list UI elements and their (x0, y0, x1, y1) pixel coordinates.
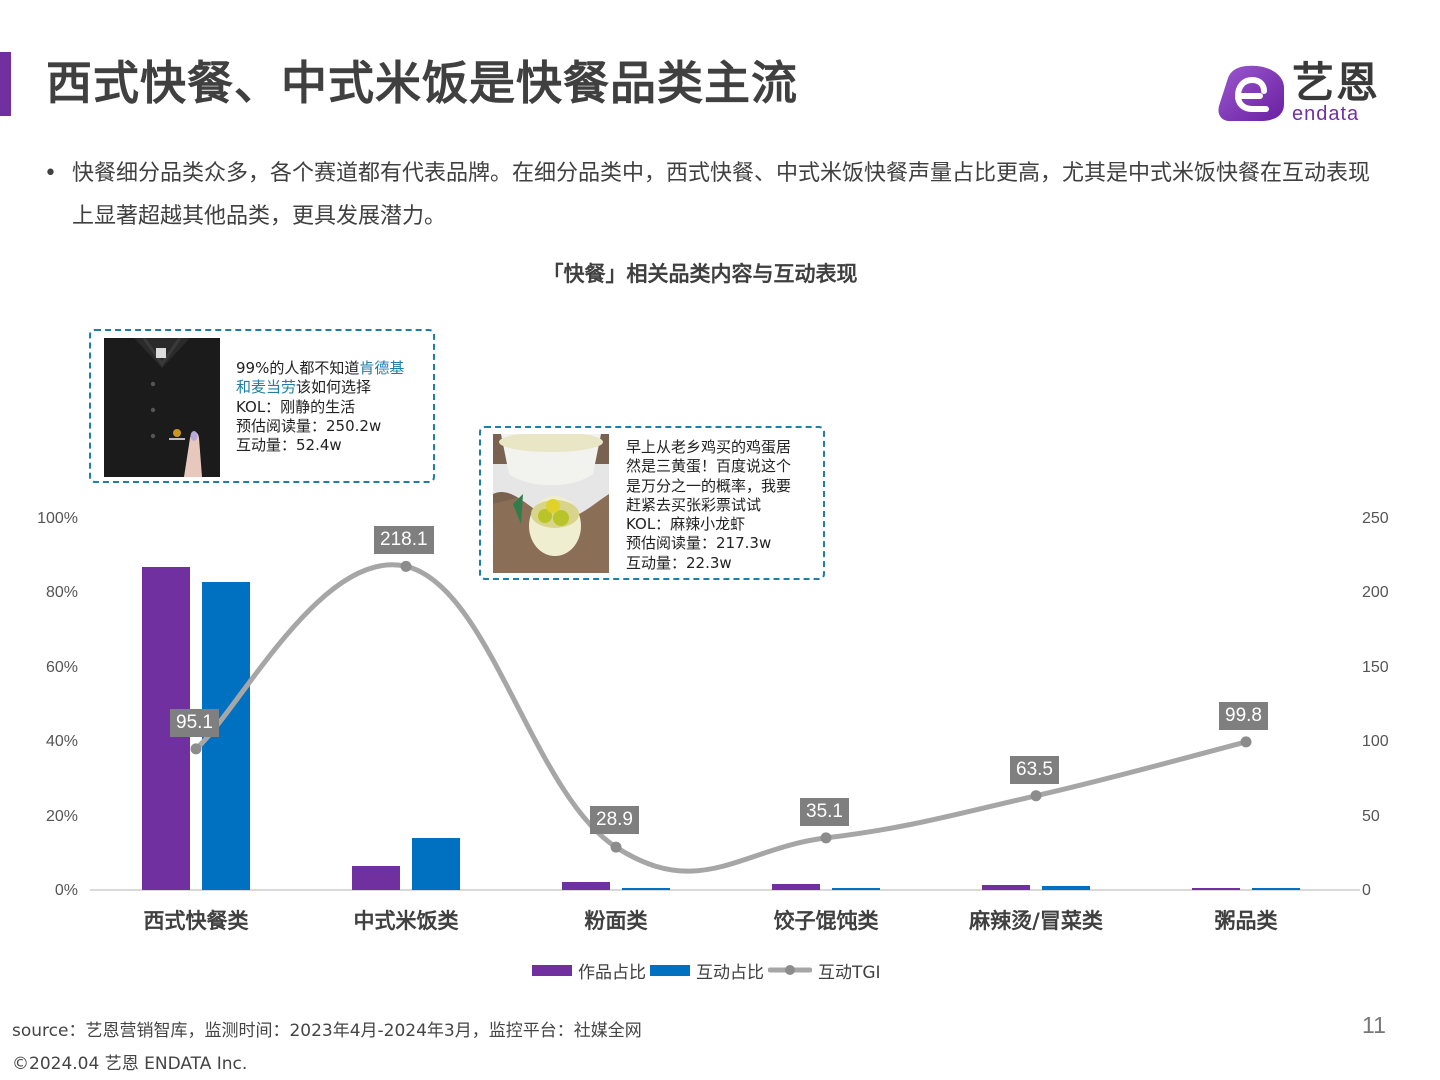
bar-interaction-share[interactable] (622, 888, 670, 890)
endata-logo: 艺恩 endata (1216, 60, 1386, 126)
category-label: 麻辣烫/冒菜类 (969, 909, 1103, 933)
callout-1-interactions: 互动量：52.4w (236, 436, 342, 455)
page-number: 11 (1362, 1012, 1386, 1038)
tgi-point-marker[interactable] (1240, 736, 1252, 748)
bar-interaction-share[interactable] (832, 888, 880, 890)
left-axis-tick: 80% (45, 584, 78, 601)
tgi-point-marker[interactable] (820, 832, 832, 844)
triple-yolk-egg-image (493, 434, 609, 573)
callout-card-kfc-mcd[interactable]: 99%的人都不知道肯德基 和麦当劳该如何选择 KOL：刚静的生活 预估阅读量：2… (89, 329, 435, 483)
bar-interaction-share[interactable] (412, 838, 460, 890)
callout-2-headline-line: 然是三黄蛋！百度说这个 (626, 457, 792, 476)
purple-swatch-icon (532, 964, 572, 976)
legend-item-works-share[interactable]: 作品占比 (532, 958, 646, 983)
legend-item-interaction-share[interactable]: 互动占比 (650, 958, 764, 983)
x-axis-baseline (90, 889, 1360, 891)
legend-item-interaction-tgi[interactable]: 互动TGI (768, 958, 881, 983)
logo-text-en: endata (1292, 103, 1360, 125)
left-axis-tick: 20% (45, 808, 78, 825)
tgi-data-label: 218.1 (374, 526, 434, 554)
callout-1-reads: 预估阅读量：250.2w (236, 416, 382, 435)
left-axis-tick: 100% (37, 510, 78, 527)
callout-card-triple-yolk-egg[interactable]: 早上从老乡鸡买的鸡蛋居 然是三黄蛋！百度说这个 是万分之一的概率，我要 赶紧去买… (479, 426, 825, 580)
callout-2-text: 早上从老乡鸡买的鸡蛋居 然是三黄蛋！百度说这个 是万分之一的概率，我要 赶紧去买… (626, 438, 791, 573)
tgi-point-marker[interactable] (400, 560, 412, 572)
bar-interaction-share[interactable] (1042, 886, 1090, 890)
chart-legend: 作品占比 互动占比 互动TGI (532, 958, 885, 983)
page-title: 西式快餐、中式米饭是快餐品类主流 (46, 56, 798, 110)
callout-2-headline-line: 是万分之一的概率，我要 (626, 476, 792, 495)
category-label: 粉面类 (584, 909, 648, 933)
callout-2-headline-line: 赶紧去买张彩票试试 (626, 495, 762, 514)
summary-text: 快餐细分品类众多，各个赛道都有代表品牌。在细分品类中，西式快餐、中式米饭快餐声量… (72, 161, 1371, 229)
left-axis-tick: 40% (45, 733, 78, 750)
black-polo-shirt-image (104, 338, 220, 477)
category-label: 饺子馄饨类 (773, 909, 879, 933)
callout-1-kol: KOL：刚静的生活 (236, 397, 356, 416)
copyright: ©2024.04 艺恩 ENDATA Inc. (12, 1054, 248, 1074)
left-axis-tick: 0% (54, 882, 78, 899)
right-axis-tick: 100 (1362, 733, 1389, 750)
tgi-data-label: 28.9 (590, 806, 639, 834)
blue-swatch-icon (650, 964, 690, 976)
bar-works-share[interactable] (982, 885, 1030, 890)
summary-bullet: • 快餐细分品类众多，各个赛道都有代表品牌。在细分品类中，西式快餐、中式米饭快餐… (44, 152, 1384, 238)
category-label: 粥品类 (1214, 909, 1278, 933)
right-axis-tick: 250 (1362, 510, 1389, 527)
chart-title: 「快餐」相关品类内容与互动表现 (542, 262, 858, 286)
tgi-point-marker[interactable] (1030, 790, 1042, 802)
tgi-line (194, 562, 1247, 874)
endata-e-logo-icon (1218, 65, 1284, 121)
tgi-data-label: 35.1 (800, 798, 849, 826)
right-axis-tick: 0 (1362, 882, 1371, 899)
callout-1-headline-2: 和麦当劳该如何选择 (236, 378, 372, 397)
bar-works-share[interactable] (1192, 888, 1240, 890)
tgi-data-label: 63.5 (1010, 756, 1059, 784)
bar-interaction-share[interactable] (1252, 888, 1300, 890)
callout-1-text: 99%的人都不知道肯德基 和麦当劳该如何选择 KOL：刚静的生活 预估阅读量：2… (236, 359, 404, 455)
callout-2-headline-line: 早上从老乡鸡买的鸡蛋居 (626, 438, 792, 456)
tgi-data-label: 95.1 (170, 709, 219, 737)
callout-2-interactions: 互动量：22.3w (626, 553, 732, 572)
bullet-dot-icon: • (44, 161, 57, 186)
tgi-point-marker[interactable] (190, 743, 202, 755)
bar-works-share[interactable] (772, 884, 820, 890)
callout-2-reads: 预估阅读量：217.3w (626, 534, 772, 553)
right-axis-tick: 50 (1362, 808, 1380, 825)
source-note: source：艺恩营销智库，监测时间：2023年4月-2024年3月，监控平台：… (12, 1021, 642, 1041)
right-axis-tick: 150 (1362, 659, 1389, 676)
callout-1-headline-1: 99%的人都不知道肯德基 (236, 359, 405, 377)
callout-2-kol: KOL：麻辣小龙虾 (626, 515, 746, 534)
bar-works-share[interactable] (352, 865, 400, 890)
left-axis-tick: 60% (45, 659, 78, 676)
brand-highlight-kfc: 肯德基 (359, 359, 405, 377)
right-axis-tick: 200 (1362, 584, 1389, 601)
line-marker-swatch-icon (768, 965, 812, 975)
tgi-data-label: 99.8 (1219, 702, 1268, 730)
brand-highlight-mcd: 和麦当劳 (236, 378, 297, 397)
logo-text-cn: 艺恩 (1292, 58, 1381, 107)
bar-works-share[interactable] (562, 881, 610, 890)
category-label: 中式米饭类 (353, 909, 459, 933)
tgi-point-marker[interactable] (610, 841, 622, 853)
title-accent-bar (0, 52, 11, 116)
category-label: 西式快餐类 (143, 909, 249, 933)
